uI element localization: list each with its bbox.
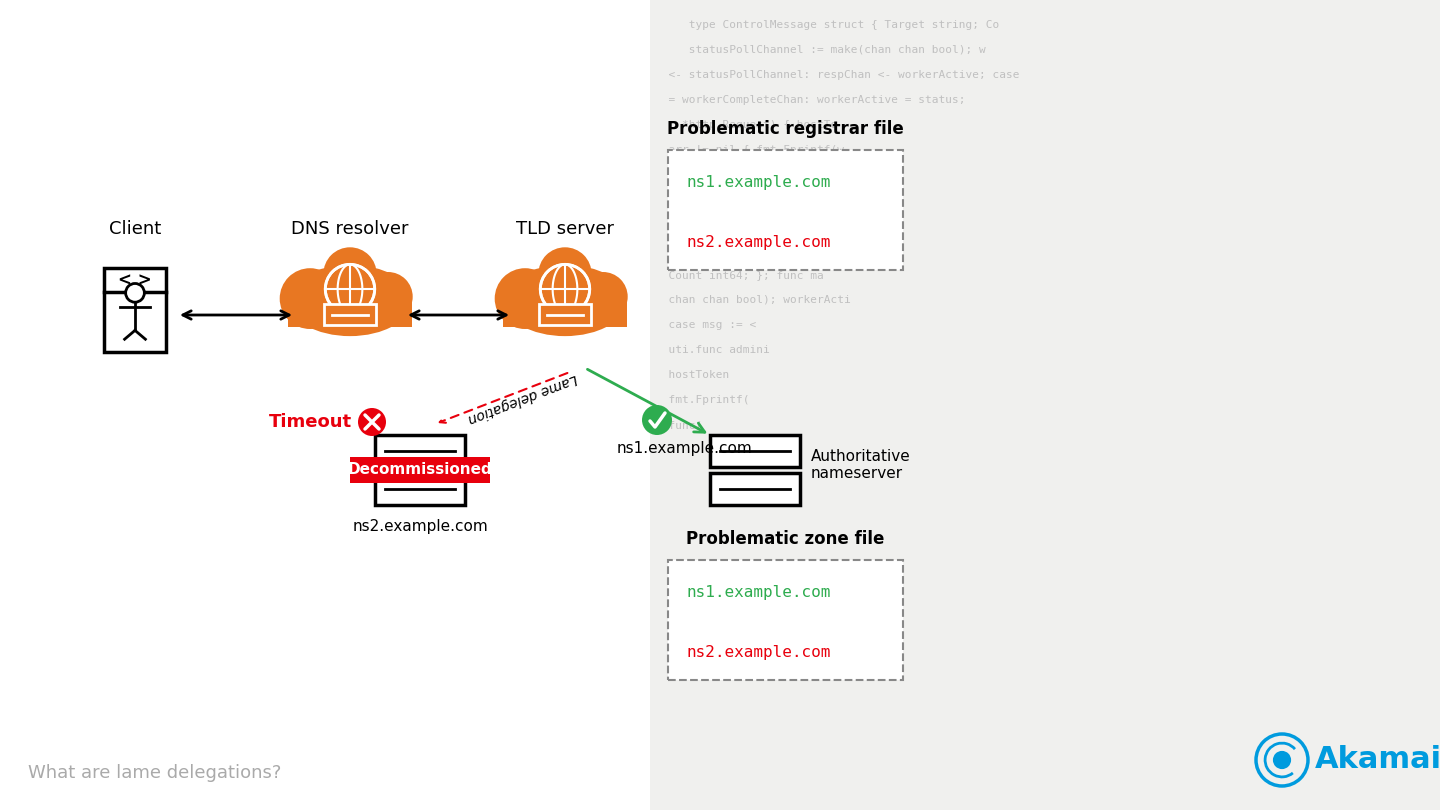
Text: func(: func( [655, 420, 703, 430]
Circle shape [324, 247, 377, 301]
Bar [668, 560, 903, 680]
Bar [104, 268, 166, 352]
Text: TLD server: TLD server [516, 220, 613, 238]
Text: < >: < > [118, 271, 151, 289]
Text: What are lame delegations?: What are lame delegations? [27, 764, 281, 782]
Ellipse shape [503, 265, 626, 336]
Text: Authoritative
nameserver: Authoritative nameserver [811, 449, 910, 481]
Circle shape [579, 272, 628, 322]
Bar [668, 150, 903, 270]
Text: type ControlMessage struct { Target string; Co: type ControlMessage struct { Target stri… [655, 20, 999, 30]
Circle shape [363, 272, 413, 322]
Ellipse shape [288, 265, 412, 336]
Text: ns2.example.com: ns2.example.com [353, 518, 488, 534]
Bar [710, 435, 801, 467]
Text: Decommissioned: Decommissioned [347, 463, 492, 478]
Bar [288, 301, 412, 327]
Bar [503, 301, 626, 327]
Text: ns1.example.com: ns1.example.com [685, 585, 831, 599]
Text: Client: Client [109, 220, 161, 238]
Text: r *http.Request) { reqChan: r *http.Request) { reqChan [655, 195, 844, 205]
Circle shape [539, 247, 592, 301]
Text: ns1.example.com: ns1.example.com [685, 174, 831, 190]
Text: : fmt.Fprint(w, "ACTIVE": : fmt.Fprint(w, "ACTIVE" [655, 220, 831, 230]
Text: ontrol message issued for Ta: ontrol message issued for Ta [655, 170, 857, 180]
Text: <- statusPollChannel: respChan <- workerActive; case: <- statusPollChannel: respChan <- worker… [655, 70, 1020, 80]
Circle shape [325, 264, 374, 313]
Text: Akamai: Akamai [1315, 745, 1440, 774]
Text: chan chan bool); workerActi: chan chan bool); workerActi [655, 295, 851, 305]
Text: case msg := <: case msg := < [655, 320, 756, 330]
Text: Lame delegation: Lame delegation [465, 371, 579, 425]
Circle shape [1273, 751, 1292, 769]
Text: DNS resolver: DNS resolver [291, 220, 409, 238]
Text: Timeout: Timeout [269, 413, 351, 431]
Text: ns2.example.com: ns2.example.com [685, 645, 831, 659]
Text: Problematic registrar file: Problematic registrar file [667, 120, 904, 138]
Circle shape [359, 408, 386, 436]
Text: andServe(":1337", nil)); };pa: andServe(":1337", nil)); };pa [655, 245, 864, 255]
Circle shape [279, 268, 340, 329]
Text: statusPollChannel := make(chan chan bool); w: statusPollChannel := make(chan chan bool… [655, 45, 986, 55]
Text: uti.func admini: uti.func admini [655, 345, 770, 355]
Text: arr != nil { fmt.Fprintf(w,: arr != nil { fmt.Fprintf(w, [655, 145, 851, 155]
Bar [350, 457, 490, 483]
Circle shape [125, 284, 144, 302]
Text: fmt.Fprintf(: fmt.Fprintf( [655, 395, 749, 405]
Circle shape [540, 264, 590, 313]
Text: Problematic zone file: Problematic zone file [687, 530, 884, 548]
Text: r *http.Request) { hostTo: r *http.Request) { hostTo [655, 120, 837, 130]
Text: Count int64; }; func ma: Count int64; }; func ma [655, 270, 824, 280]
Bar [540, 305, 590, 325]
Circle shape [642, 405, 672, 435]
Text: hostToken: hostToken [655, 370, 729, 380]
Text: ns2.example.com: ns2.example.com [685, 235, 831, 249]
Bar [649, 0, 1440, 810]
Text: ns1.example.com: ns1.example.com [618, 441, 753, 455]
Bar [710, 473, 801, 505]
Bar [324, 305, 376, 325]
Circle shape [495, 268, 556, 329]
Bar [374, 473, 465, 505]
Text: = workerCompleteChan: workerActive = status;: = workerCompleteChan: workerActive = sta… [655, 95, 965, 105]
Bar [374, 435, 465, 467]
